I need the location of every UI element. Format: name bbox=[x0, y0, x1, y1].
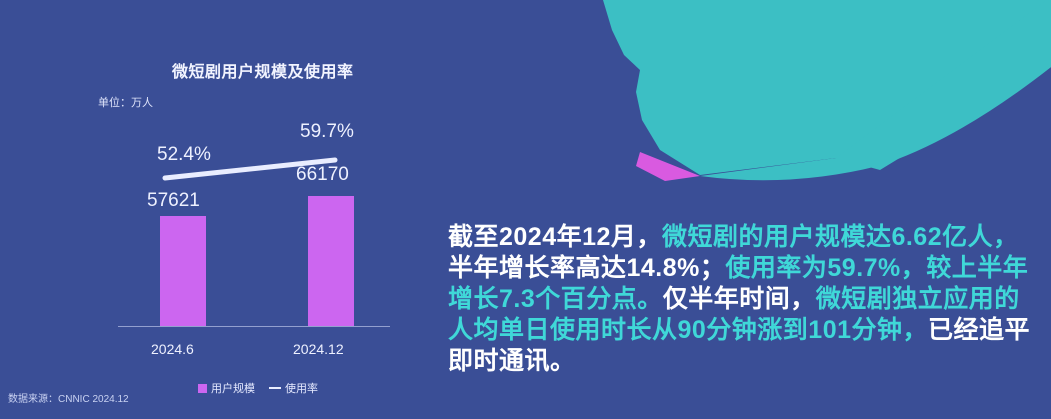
square-swatch-icon bbox=[198, 383, 207, 393]
chart-legend: 用户规模 使用率 bbox=[198, 380, 318, 396]
bar-value-2024-06: 57621 bbox=[147, 190, 200, 211]
copy-segment-4: 使用率为59.7%，较上半年增长7.3个百分点。 bbox=[448, 254, 1029, 313]
legend-label-user-scale: 用户规模 bbox=[211, 383, 255, 395]
teal-shape-lobe bbox=[700, 0, 1051, 181]
copy-segment-1: 截至2024年12月， bbox=[448, 223, 662, 251]
copy-segment-6: 微短剧独立应用的人均单日使用时长从90分钟涨到101分钟， bbox=[448, 285, 1020, 344]
legend-label-usage-rate: 使用率 bbox=[285, 383, 318, 395]
bar-value-2024-12: 66170 bbox=[296, 164, 349, 185]
x-tick-label-2024-12: 2024.12 bbox=[293, 341, 344, 357]
chart-title: 微短剧用户规模及使用率 bbox=[172, 64, 354, 81]
copy-segment-2: 微短剧的用户规模达6.62亿人， bbox=[661, 223, 1019, 251]
x-axis-line bbox=[118, 326, 390, 327]
usage-rate-trend-line bbox=[162, 157, 338, 181]
chart-plot-area: 57621 66170 52.4% 59.7% 2024.6 2024.12 bbox=[0, 0, 430, 419]
copy-segment-7: 已经追平即时通讯。 bbox=[448, 316, 1031, 375]
usage-rate-label-2024-06: 52.4% bbox=[157, 144, 211, 165]
trend-line-segment bbox=[162, 157, 338, 181]
x-tick-label-2024-06: 2024.6 bbox=[151, 341, 194, 357]
magenta-sliver bbox=[636, 152, 700, 181]
copy-segment-3: 半年增长率高达14.8%； bbox=[448, 254, 726, 282]
body-copy-paragraph: 截至2024年12月，微短剧的用户规模达6.62亿人， 半年增长率高达14.8%；… bbox=[448, 222, 1044, 377]
copy-segment-5: 仅半年时间， bbox=[662, 285, 816, 313]
chart-panel: 微短剧用户规模及使用率 单位：万人 57621 66170 52.4% 59.7… bbox=[0, 0, 430, 419]
usage-rate-label-2024-12: 59.7% bbox=[300, 121, 354, 142]
line-swatch-icon bbox=[269, 387, 281, 389]
chart-source-note: 数据来源：CNNIC 2024.12 bbox=[8, 394, 129, 405]
chart-unit-label: 单位：万人 bbox=[98, 97, 153, 109]
legend-item-user-scale: 用户规模 bbox=[198, 380, 255, 396]
teal-shape bbox=[603, 0, 1051, 175]
bar-2024-12 bbox=[308, 196, 354, 326]
legend-item-usage-rate: 使用率 bbox=[269, 380, 318, 396]
bar-2024-06 bbox=[160, 216, 206, 326]
